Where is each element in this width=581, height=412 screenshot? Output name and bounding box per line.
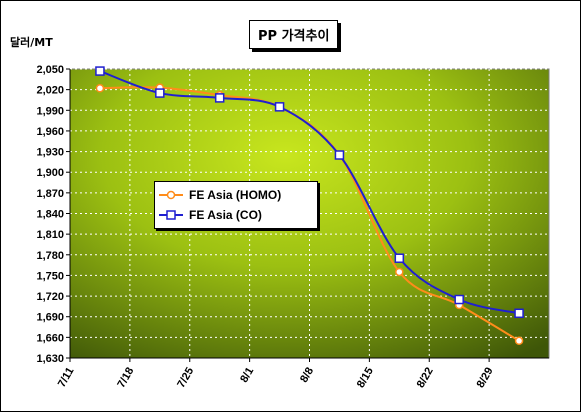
- series-lines: [95, 66, 524, 346]
- y-tick-label: 1,960: [36, 126, 64, 138]
- y-tick-label: 1,780: [36, 250, 64, 262]
- data-point-co: [334, 150, 345, 160]
- data-point-co: [155, 88, 165, 98]
- x-tick-label: 7/18: [115, 366, 136, 391]
- legend-label-co: FE Asia (CO): [189, 208, 262, 222]
- x-tick-label: 7/25: [175, 366, 196, 391]
- legend-item-homo: FE Asia (HOMO): [159, 186, 281, 204]
- x-tick-label: 8/1: [238, 366, 256, 385]
- square-marker-icon: [159, 210, 183, 220]
- y-tick-label: 1,870: [36, 188, 64, 200]
- data-point-homo: [95, 84, 105, 93]
- y-tick-label: 1,900: [36, 167, 64, 179]
- data-point-co: [274, 102, 285, 112]
- y-tick-label: 1,930: [36, 147, 64, 159]
- x-tick-label: 8/29: [475, 366, 496, 391]
- data-point-co: [514, 308, 524, 319]
- y-tick-label: 1,750: [36, 270, 64, 282]
- y-axis: 1,630 1,660 1,690 1,720 1,750 1,780 1,810 1,840…: [36, 64, 71, 365]
- x-tick-label: 8/22: [415, 366, 436, 391]
- data-point-co: [454, 294, 464, 305]
- series-line-co: [99, 70, 520, 315]
- data-point-homo: [395, 267, 404, 277]
- y-tick-label: 1,810: [36, 229, 64, 241]
- data-point-homo: [514, 336, 524, 346]
- y-tick-label: 2,020: [36, 85, 64, 97]
- y-tick-label: 1,690: [36, 312, 64, 324]
- y-axis-label: 달러/MT: [10, 36, 53, 49]
- data-point-co: [214, 93, 225, 103]
- circle-marker-icon: [159, 190, 183, 200]
- y-tick-label: 1,660: [36, 332, 64, 344]
- data-point-co: [95, 66, 105, 76]
- x-tick-label: 8/8: [298, 366, 316, 385]
- y-tick-label: 1,840: [36, 209, 64, 221]
- x-tick-label: 7/11: [56, 366, 77, 390]
- y-tick-label: 1,990: [36, 105, 64, 117]
- x-tick-label: 8/15: [355, 366, 376, 391]
- y-tick-label: 2,050: [36, 64, 64, 76]
- x-axis: 7/11 7/18 7/25 8/1 8/8 8/15 8/22 8/29: [56, 357, 549, 391]
- legend: FE Asia (HOMO) FE Asia (CO): [154, 181, 318, 229]
- y-tick-label: 1,720: [36, 291, 64, 303]
- legend-label-homo: FE Asia (HOMO): [189, 188, 282, 202]
- data-point-co: [394, 253, 405, 263]
- chart-title: PP 가격추이: [249, 20, 339, 49]
- legend-item-co: FE Asia (CO): [159, 206, 262, 224]
- y-tick-label: 1,630: [36, 353, 64, 365]
